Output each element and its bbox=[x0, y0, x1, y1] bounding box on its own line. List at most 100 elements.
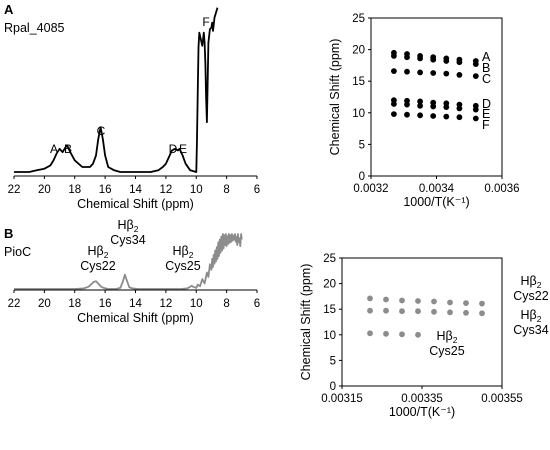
scatter-b-x-axis-title: 1000/T(K⁻¹) bbox=[389, 405, 455, 419]
scatter-a-y-tick-label: 10 bbox=[352, 108, 365, 120]
scatter-a-point-b bbox=[404, 54, 410, 61]
scatter-a-point-b bbox=[443, 58, 450, 64]
scatter-a-point-f bbox=[430, 113, 437, 119]
scatter-a-point-c bbox=[404, 68, 410, 75]
scatter-b-point-cys22 bbox=[447, 299, 453, 306]
scatter-a-point-b bbox=[391, 53, 397, 59]
scatter-a-point-c bbox=[417, 69, 423, 76]
scatter-a: 0 5 10 15 20 25 0.0032 0.0034 0.0036 1000/T(K⁻¹) C… bbox=[328, 13, 520, 209]
panel-letter-b: B bbox=[4, 226, 13, 241]
scatter-b-point-cys34 bbox=[367, 307, 373, 314]
scatter-b-y-tick-label: 20 bbox=[323, 279, 336, 291]
scatter-b-y-tick-label: 25 bbox=[323, 253, 336, 265]
spectrum-b-x-tick-label: 16 bbox=[99, 298, 112, 310]
spectrum-a-x-tick-label: 22 bbox=[8, 184, 21, 196]
scatter-a-series-label: F bbox=[482, 118, 490, 132]
spectrum-b-peak-label-top: Hβ2 bbox=[118, 218, 139, 234]
spectrum-a-peak-label: D bbox=[169, 142, 178, 156]
scatter-a-point-b bbox=[417, 55, 423, 62]
scatter-b-y-tick-label: 5 bbox=[330, 355, 336, 367]
scatter-a-y-axis-title: Chemical Shift (ppm) bbox=[328, 39, 342, 156]
scatter-b-point-cys34 bbox=[399, 308, 405, 315]
scatter-b-y-tick-label: 10 bbox=[323, 330, 336, 342]
scatter-a-point-f bbox=[456, 114, 463, 121]
scatter-b-series-label-top: Hβ2 bbox=[521, 308, 542, 324]
scatter-a-y-tick-label: 20 bbox=[352, 45, 365, 57]
scatter-a-y-tick-label: 15 bbox=[352, 76, 365, 88]
spectrum-a-x-tick-label: 14 bbox=[129, 184, 142, 196]
scatter-a-point-f bbox=[391, 111, 397, 117]
scatter-b-y-axis-title: Chemical Shift (ppm) bbox=[299, 264, 313, 381]
spectrum-b-x-tick-label: 18 bbox=[68, 298, 81, 310]
spectrum-b-peak-label: Cys34 bbox=[110, 233, 145, 247]
scatter-b-plot-frame bbox=[341, 257, 503, 387]
scatter-b-point-cys34 bbox=[479, 310, 485, 317]
scatter-a-x-tick-label: 0.0036 bbox=[484, 183, 519, 195]
scatter-b-point-cys34 bbox=[431, 308, 437, 315]
scatter-b-point-cys22 bbox=[463, 300, 469, 306]
scatter-b-series-label: Cys34 bbox=[513, 323, 548, 337]
spectrum-a-x-tick-label: 10 bbox=[190, 184, 203, 196]
scatter-a-point-f bbox=[443, 113, 450, 120]
scatter-a-x-tick-label: 0.0034 bbox=[419, 183, 455, 195]
spectrum-b-x-tick-label: 6 bbox=[254, 298, 260, 310]
scatter-b-point-cys25 bbox=[367, 330, 373, 337]
spectrum-a-x-tick-label: 6 bbox=[254, 184, 260, 196]
scatter-a-point-e bbox=[472, 106, 479, 113]
scatter-a-series-label: B bbox=[482, 61, 490, 75]
scatter-a-series-label: D bbox=[482, 97, 491, 111]
scatter-a-point-b bbox=[456, 59, 463, 66]
scatter-b-series-label: Cys22 bbox=[513, 289, 548, 303]
scatter-b-x-tick-label: 0.00335 bbox=[401, 393, 443, 405]
scatter-a-point-e bbox=[391, 101, 397, 107]
spectrum-b-x-axis-title: Chemical Shift (ppm) bbox=[77, 311, 194, 325]
scatter-a-point-e bbox=[404, 101, 410, 108]
scatter-b-point-cys34 bbox=[447, 309, 453, 316]
scatter-a-point-c bbox=[391, 68, 397, 74]
scatter-b-point-cys22 bbox=[431, 298, 437, 305]
scatter-b-x-tick-label: 0.00315 bbox=[321, 393, 363, 405]
scatter-a-y-tick-label: 25 bbox=[352, 13, 365, 25]
spectrum-b-x-tick-label: 10 bbox=[190, 298, 203, 310]
spectrum-a-x-axis-title: Chemical Shift (ppm) bbox=[77, 197, 194, 211]
spectrum-a-x-tick-label: 12 bbox=[159, 184, 172, 196]
scatter-b-series-label-top: Hβ2 bbox=[437, 329, 458, 345]
scatter-a-point-c bbox=[430, 70, 437, 76]
sample-name-a: Rpal_4085 bbox=[4, 21, 65, 35]
scatter-a-point-b bbox=[472, 61, 479, 67]
spectrum-b-x-tick-label: 14 bbox=[129, 298, 142, 310]
spectrum-a-peak-label: C bbox=[97, 124, 106, 138]
spectrum-b-x-tick-label: 20 bbox=[38, 298, 51, 310]
scatter-a-series-label: E bbox=[482, 107, 490, 121]
scatter-b-point-cys22 bbox=[383, 296, 389, 303]
spectrum-b-peak-label-top: Hβ2 bbox=[173, 244, 194, 260]
scatter-a-point-e bbox=[443, 104, 450, 110]
scatter-b-point-cys22 bbox=[367, 295, 373, 302]
spectrum-b-spectrum-line bbox=[14, 233, 243, 290]
spectrum-a-x-tick-label: 20 bbox=[38, 184, 51, 196]
scatter-a-point-c bbox=[456, 72, 463, 78]
scatter-b-point-cys34 bbox=[415, 308, 421, 315]
scatter-a-point-d bbox=[417, 98, 423, 105]
scatter-a-series-label: A bbox=[482, 50, 491, 64]
spectrum-a-x-tick-label: 16 bbox=[99, 184, 112, 196]
spectrum-a: 22 20 18 16 14 12 10 8 6 Chemical Shift (ppm) A B C D… bbox=[8, 7, 260, 211]
panel-letter-a: A bbox=[4, 2, 14, 17]
scatter-a-point-b bbox=[430, 56, 437, 63]
spectrum-a-peak-label: F bbox=[202, 15, 209, 29]
scatter-a-point-f bbox=[472, 115, 479, 122]
scatter-b-point-cys22 bbox=[415, 298, 421, 304]
scatter-a-point-e bbox=[456, 105, 463, 112]
scatter-a-point-f bbox=[417, 112, 423, 119]
sample-name-b: PioC bbox=[4, 245, 31, 259]
scatter-b-point-cys25 bbox=[399, 331, 405, 338]
spectrum-b-x-tick-label: 8 bbox=[223, 298, 229, 310]
scatter-b-point-cys22 bbox=[479, 300, 485, 307]
scatter-b: 0 5 10 15 20 25 0.00315 0.00335 0.00355 1000/T(K⁻… bbox=[299, 253, 549, 419]
scatter-b-point-cys25 bbox=[383, 330, 389, 337]
scatter-b-series-label-top: Hβ2 bbox=[521, 274, 542, 290]
scatter-a-series-label: C bbox=[482, 72, 491, 86]
spectrum-a-x-tick-label: 8 bbox=[223, 184, 229, 196]
scatter-a-point-c bbox=[472, 73, 479, 79]
